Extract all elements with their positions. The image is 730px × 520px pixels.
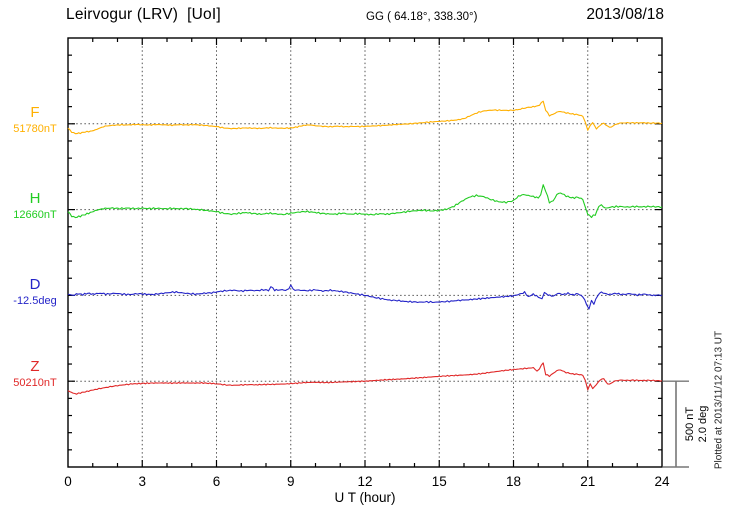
- svg-text:18: 18: [506, 474, 521, 489]
- scale-bar-label-nt: 500 nT: [684, 406, 696, 442]
- trace-label-group-H: H 12660nT: [6, 190, 64, 221]
- trace-letter-D: D: [29, 276, 41, 293]
- date-label: 2013/08/18: [586, 6, 664, 23]
- station-coordinates-label: GG ( 64.18°, 338.30°): [366, 11, 478, 23]
- svg-text:9: 9: [287, 474, 295, 489]
- trace-label-group-F: F 51780nT: [6, 104, 64, 135]
- svg-text:21: 21: [580, 474, 595, 489]
- trace-letter-H: H: [29, 190, 41, 207]
- scale-bar-label: 500 nT 2.0 deg: [684, 406, 710, 443]
- svg-text:24: 24: [654, 474, 670, 489]
- svg-text:U T (hour): U T (hour): [334, 490, 395, 505]
- trace-label-group-Z: Z 50210nT: [6, 358, 64, 389]
- scale-bar-label-deg: 2.0 deg: [697, 405, 709, 443]
- svg-text:12: 12: [357, 474, 372, 489]
- trace-letter-Z: Z: [30, 358, 40, 375]
- svg-text:0: 0: [64, 474, 72, 489]
- trace-label-group-D: D -12.5deg: [6, 276, 64, 307]
- svg-text:3: 3: [138, 474, 146, 489]
- trace-baseline-value-Z: 50210nT: [13, 377, 57, 389]
- plotted-at-note: Plotted at 2013/11/12 07:13 UT: [713, 330, 725, 470]
- trace-baseline-value-H: 12660nT: [13, 209, 57, 221]
- trace-letter-F: F: [30, 104, 40, 121]
- trace-baseline-value-F: 51780nT: [13, 123, 57, 135]
- trace-baseline-value-D: -12.5deg: [13, 295, 57, 307]
- svg-text:6: 6: [213, 474, 221, 489]
- page-title: Leirvogur (LRV) [UoI]: [66, 6, 221, 23]
- svg-text:15: 15: [432, 474, 447, 489]
